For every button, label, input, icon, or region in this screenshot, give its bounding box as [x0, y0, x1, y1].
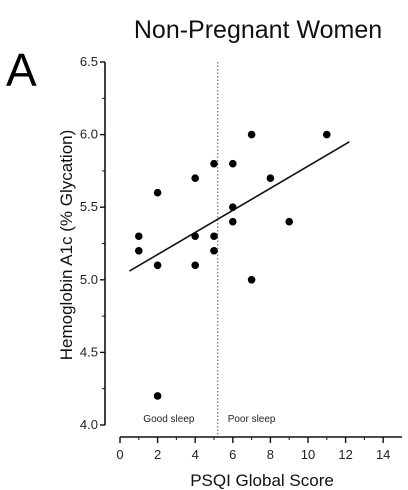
x-tick-label: 4: [192, 447, 199, 462]
data-point: [229, 159, 237, 168]
x-tick-label: 0: [116, 447, 123, 462]
data-points: [135, 130, 331, 400]
data-point: [191, 261, 199, 270]
data-point: [210, 232, 218, 241]
data-point: [323, 130, 331, 139]
data-point: [135, 232, 143, 241]
x-tick-label: 12: [338, 447, 352, 462]
data-point: [247, 130, 256, 139]
panel-label: A: [6, 44, 37, 96]
data-point: [229, 203, 237, 211]
data-point: [247, 276, 256, 284]
data-point: [153, 392, 162, 400]
x-axis: 0 2 4 6 8 10 12 14: [116, 436, 402, 462]
data-point: [135, 246, 143, 255]
x-tick-label: 14: [376, 447, 390, 462]
data-point: [229, 217, 237, 226]
data-point: [210, 159, 218, 168]
x-axis-label: PSQI Global Score: [190, 471, 334, 490]
good-sleep-label: Good sleep: [143, 414, 195, 425]
data-point: [285, 217, 294, 226]
data-point: [191, 174, 199, 182]
regression-line: [128, 141, 350, 272]
x-tick-label: 2: [154, 447, 161, 462]
data-point: [191, 232, 199, 241]
y-tick-label: 5.5: [80, 199, 98, 214]
x-tick-label: 6: [229, 447, 236, 462]
x-tick-label: 8: [267, 447, 274, 462]
chart-title: Non-Pregnant Women: [134, 16, 382, 44]
x-tick-label: 10: [301, 447, 315, 462]
data-point: [210, 246, 218, 255]
y-tick-label: 6.5: [80, 54, 98, 69]
y-tick-label: 6.0: [80, 127, 98, 142]
data-point: [153, 188, 162, 197]
data-point: [153, 261, 162, 270]
y-tick-label: 4.0: [80, 417, 98, 432]
y-axis: 4.0 4.5 5.0 5.5 6.0 6.5: [80, 54, 106, 432]
y-tick-label: 4.5: [80, 344, 98, 359]
data-point: [266, 174, 275, 182]
poor-sleep-label: Poor sleep: [228, 414, 276, 425]
y-tick-label: 5.0: [80, 272, 98, 287]
y-axis-label: Hemoglobin A1c (% Glycation): [57, 130, 76, 361]
